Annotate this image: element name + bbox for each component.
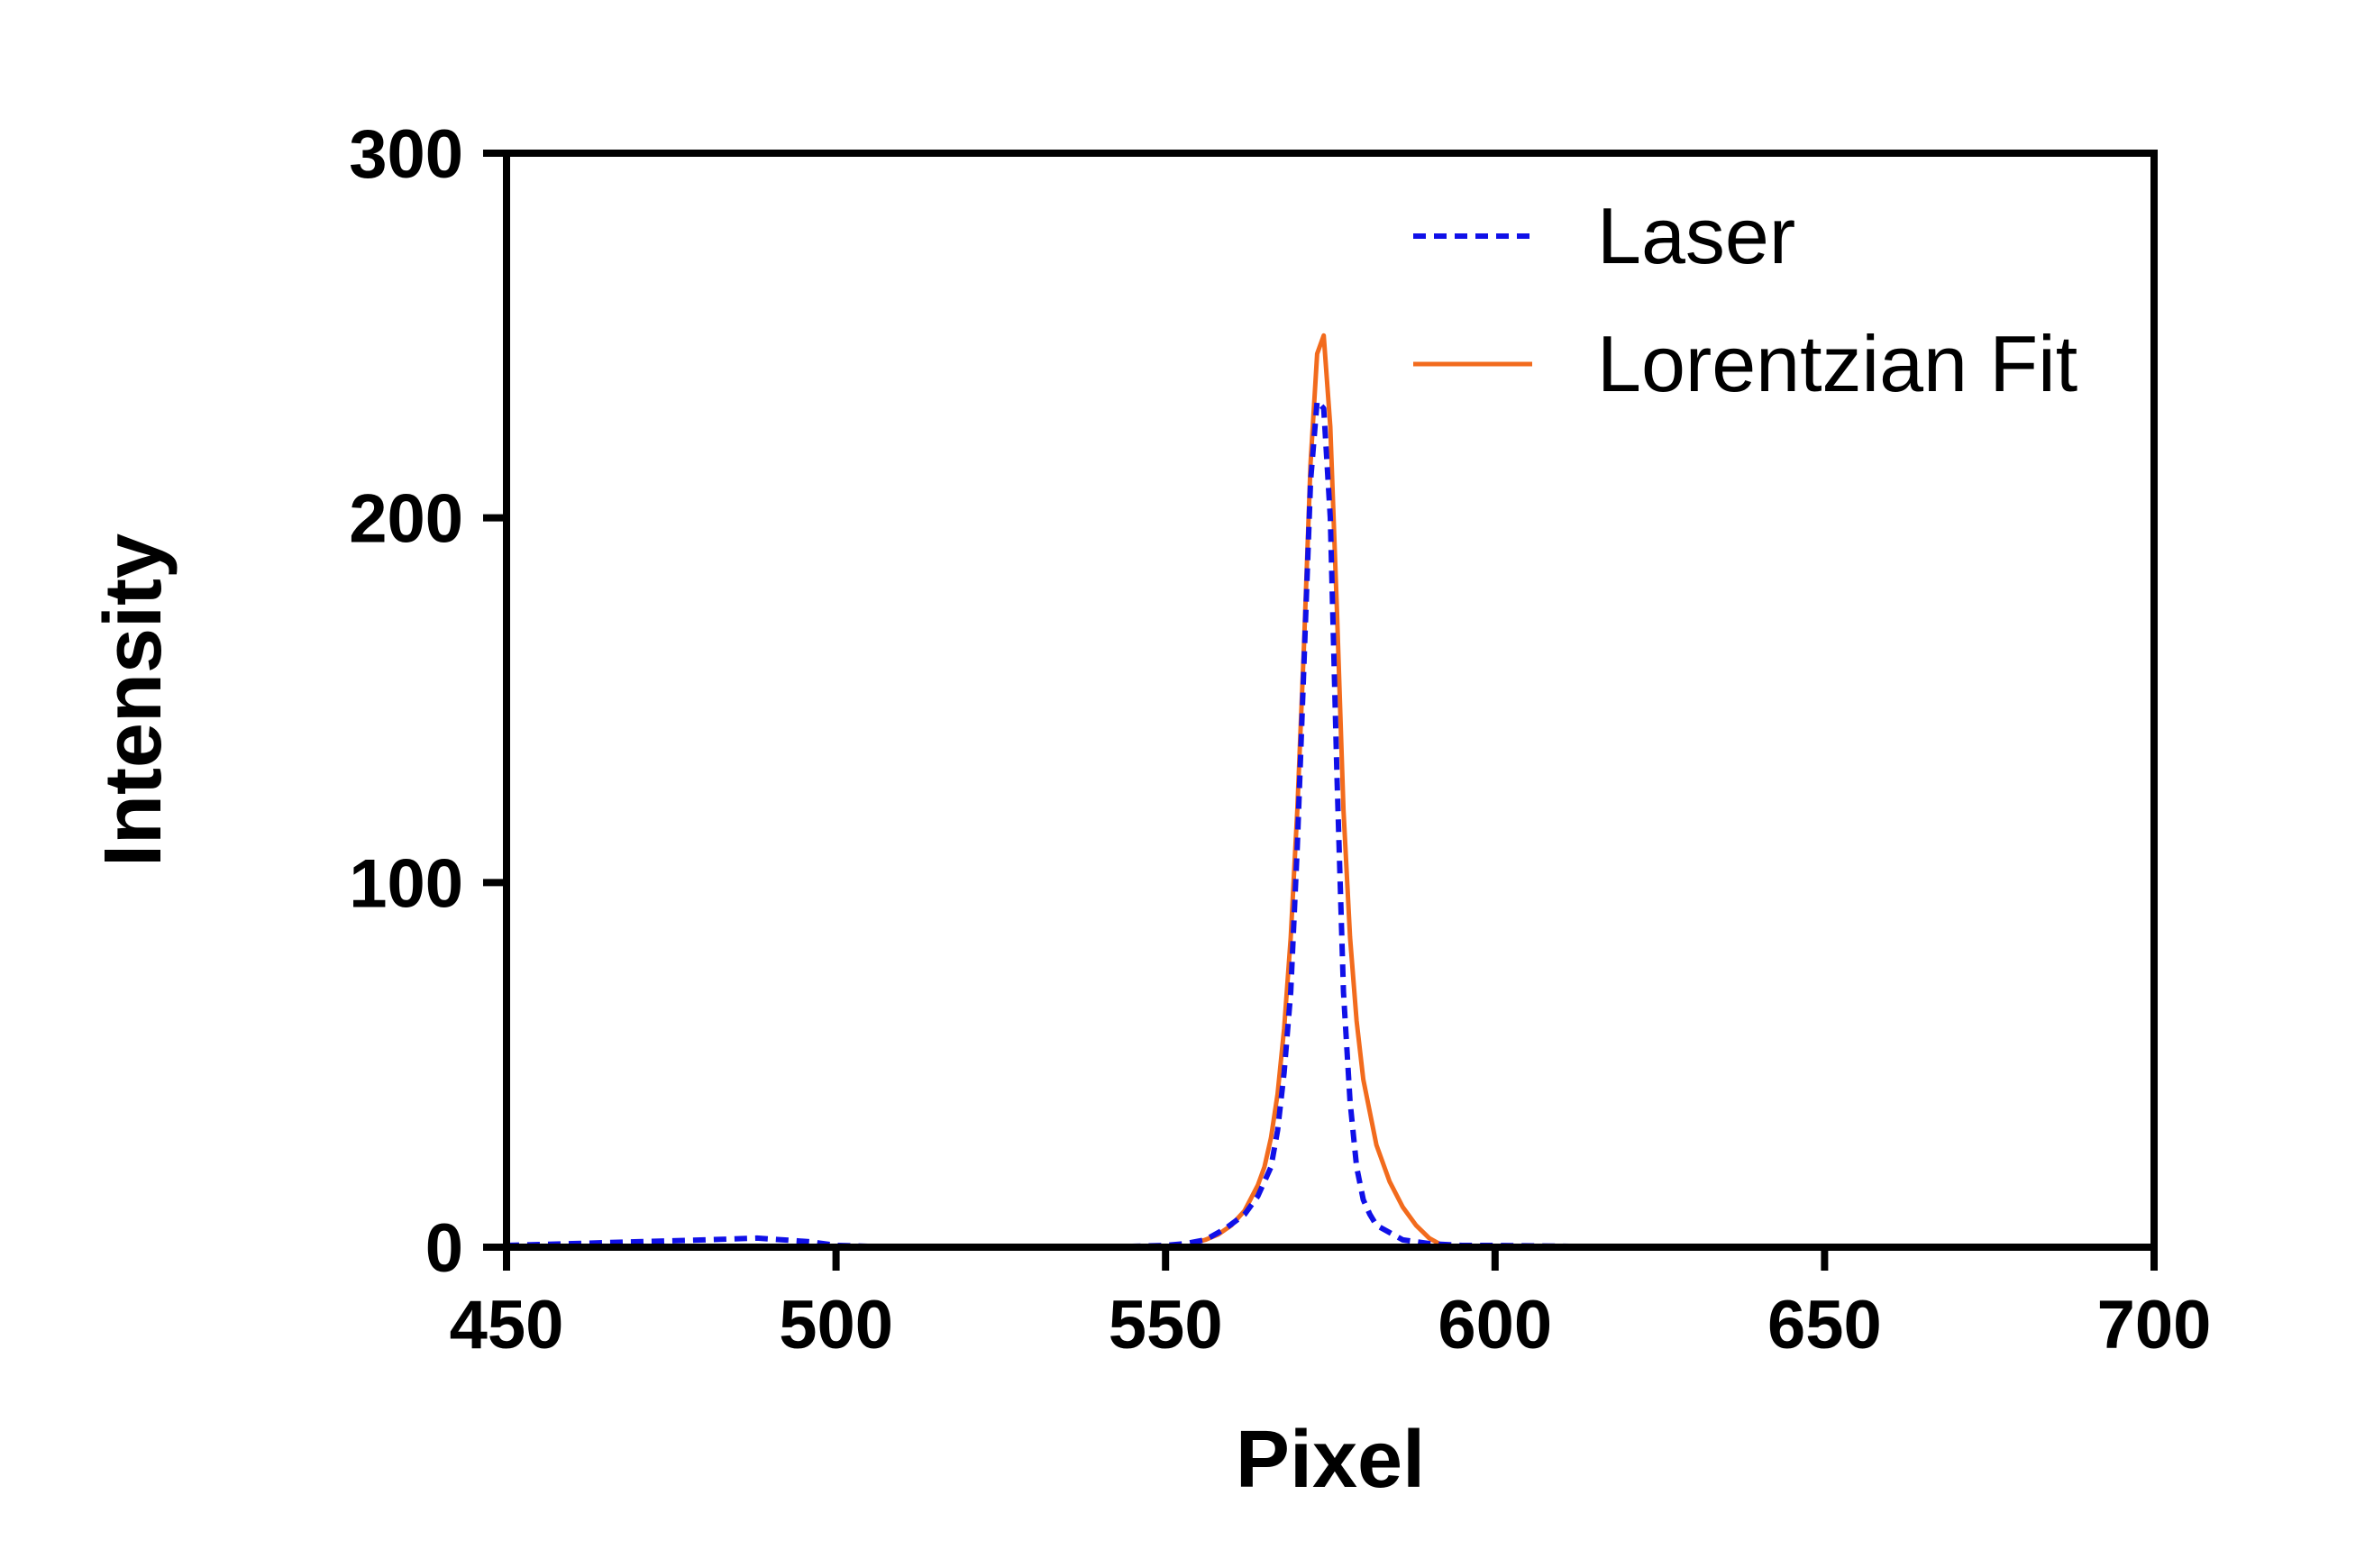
x-tick-label: 550: [1109, 1287, 1223, 1363]
legend: Laser Lorentzian Fit: [1413, 191, 2077, 408]
x-tick-label: 650: [1767, 1287, 1882, 1363]
x-axis-title: Pixel: [1236, 1415, 1425, 1505]
y-axis-title: Intensity: [88, 533, 178, 867]
series-line-lorentzian-fit: [1191, 333, 1444, 1248]
legend-label: Lorentzian Fit: [1597, 319, 2077, 408]
y-tick-label: 100: [349, 845, 463, 922]
legend-label: Laser: [1597, 191, 1795, 280]
y-tick-label: 0: [425, 1210, 463, 1287]
y-tick-label: 300: [349, 116, 463, 193]
x-tick-label: 600: [1438, 1287, 1552, 1363]
series-layer: [506, 333, 2154, 1250]
x-tick-label: 450: [450, 1287, 564, 1363]
x-tick-label: 500: [779, 1287, 893, 1363]
y-axis-ticks: 0 100 200 300: [349, 116, 507, 1287]
x-tick-label: 700: [2097, 1287, 2212, 1363]
x-axis-ticks: 450 500 550 600 650 700: [450, 1247, 2212, 1363]
series-line-laser: [506, 398, 2154, 1250]
plot-frame: [503, 150, 2158, 1251]
y-tick-label: 200: [349, 481, 463, 558]
